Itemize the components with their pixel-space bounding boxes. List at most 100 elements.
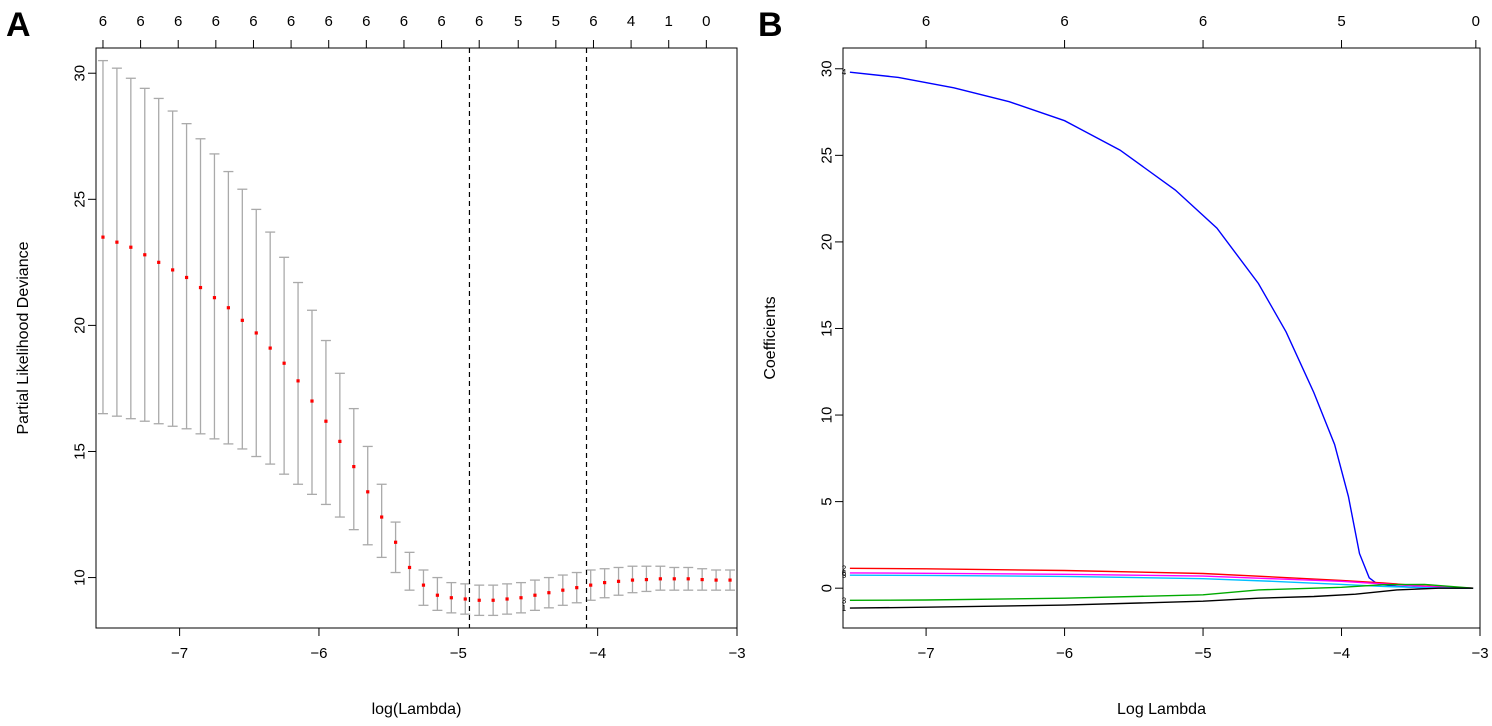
- mean-point: [198, 285, 203, 290]
- mean-point: [589, 583, 593, 587]
- mean-point: [658, 577, 662, 581]
- y-tick-label: 30: [819, 60, 836, 77]
- x-tick-label: −6: [1056, 645, 1073, 662]
- y-axis-title: Coefficients: [762, 296, 779, 379]
- mean-point: [519, 596, 523, 600]
- mean-point: [491, 598, 495, 602]
- mean-point: [603, 581, 607, 585]
- mean-point: [672, 577, 676, 581]
- x-tick-label: −5: [1194, 645, 1211, 662]
- mean-point: [296, 379, 300, 383]
- top-tick-label: 6: [400, 13, 408, 30]
- top-tick-label: 6: [437, 13, 445, 30]
- mean-point: [157, 260, 161, 264]
- mean-point: [449, 596, 453, 600]
- top-tick-label: 6: [922, 13, 930, 30]
- mean-point: [310, 399, 314, 403]
- y-tick-label: 5: [819, 497, 836, 505]
- x-tick-label: −5: [450, 645, 467, 662]
- y-tick-label: 20: [72, 317, 89, 334]
- coef-path-label: 4: [842, 68, 847, 77]
- y-tick-label: 10: [819, 407, 836, 424]
- mean-point: [463, 597, 467, 601]
- x-tick-label: −4: [589, 645, 606, 662]
- y-tick-label: 25: [819, 147, 836, 164]
- mean-point: [115, 240, 119, 244]
- x-tick-label: −3: [728, 645, 745, 662]
- x-tick-label: −6: [310, 645, 327, 662]
- top-tick-label: 6: [99, 13, 107, 30]
- x-tick-label: −7: [918, 645, 935, 662]
- coef-path-label: 1: [842, 604, 847, 613]
- top-tick-label: 6: [212, 13, 220, 30]
- x-tick-label: −3: [1471, 645, 1488, 662]
- top-tick-label: 1: [665, 13, 673, 30]
- coef-path-4: [849, 71, 1474, 589]
- top-tick-label: 5: [514, 13, 522, 30]
- mean-point: [686, 577, 690, 581]
- coef-path-1: [849, 587, 1474, 609]
- y-tick-label: 30: [72, 65, 89, 82]
- x-tick-label: −7: [171, 645, 188, 662]
- mean-point: [212, 296, 217, 300]
- mean-point: [393, 540, 398, 544]
- top-tick-label: 6: [589, 13, 597, 30]
- y-tick-label: 15: [819, 320, 836, 337]
- top-tick-label: 0: [1472, 13, 1480, 30]
- coef-path-label: 5: [842, 571, 847, 580]
- coef-path-label: 3: [842, 596, 847, 605]
- y-tick-label: 0: [819, 584, 836, 592]
- mean-point: [380, 515, 384, 519]
- y-axis-title: Partial Likelihood Deviance: [15, 241, 32, 434]
- mean-point: [714, 578, 718, 582]
- coef-path-label: 6: [842, 569, 847, 578]
- mean-point: [268, 346, 272, 350]
- top-tick-label: 5: [1337, 13, 1345, 30]
- mean-point: [700, 577, 704, 582]
- x-axis-title: Log Lambda: [1117, 701, 1206, 718]
- mean-point: [728, 578, 732, 582]
- coef-path-3: [849, 583, 1474, 601]
- mean-point: [101, 235, 105, 239]
- mean-point: [435, 593, 440, 597]
- top-tick-label: 6: [174, 13, 182, 30]
- top-tick-label: 6: [325, 13, 333, 30]
- mean-point: [547, 591, 551, 595]
- mean-point: [184, 275, 189, 280]
- panel-a-label: A: [6, 6, 31, 44]
- top-tick-label: 0: [702, 13, 710, 30]
- y-tick-label: 20: [819, 234, 836, 251]
- top-tick-label: 5: [552, 13, 560, 30]
- x-axis-title: log(Lambda): [372, 701, 462, 718]
- panel-b-label: B: [758, 6, 783, 44]
- top-tick-label: 6: [362, 13, 370, 30]
- mean-point: [143, 253, 147, 257]
- mean-point: [616, 579, 621, 583]
- top-tick-label: 6: [287, 13, 295, 30]
- mean-point: [644, 577, 649, 582]
- x-tick-label: −4: [1333, 645, 1350, 662]
- coef-path-6: [849, 572, 1474, 589]
- coef-path-5: [849, 574, 1474, 589]
- mean-point: [561, 588, 565, 592]
- mean-point: [338, 439, 342, 443]
- mean-point: [282, 361, 286, 365]
- mean-point: [226, 306, 230, 310]
- coef-path-label: 2: [842, 564, 847, 573]
- mean-point: [129, 245, 133, 249]
- top-tick-label: 6: [136, 13, 144, 30]
- mean-point: [477, 598, 481, 602]
- mean-point: [171, 268, 175, 272]
- top-tick-label: 6: [1060, 13, 1068, 30]
- mean-point: [575, 586, 579, 590]
- y-tick-label: 10: [72, 569, 89, 586]
- plot-frame: [842, 47, 1481, 629]
- y-tick-label: 15: [72, 443, 89, 460]
- top-tick-label: 6: [1199, 13, 1207, 30]
- mean-point: [240, 318, 244, 322]
- y-tick-label: 25: [72, 191, 89, 208]
- top-tick-label: 4: [627, 13, 635, 30]
